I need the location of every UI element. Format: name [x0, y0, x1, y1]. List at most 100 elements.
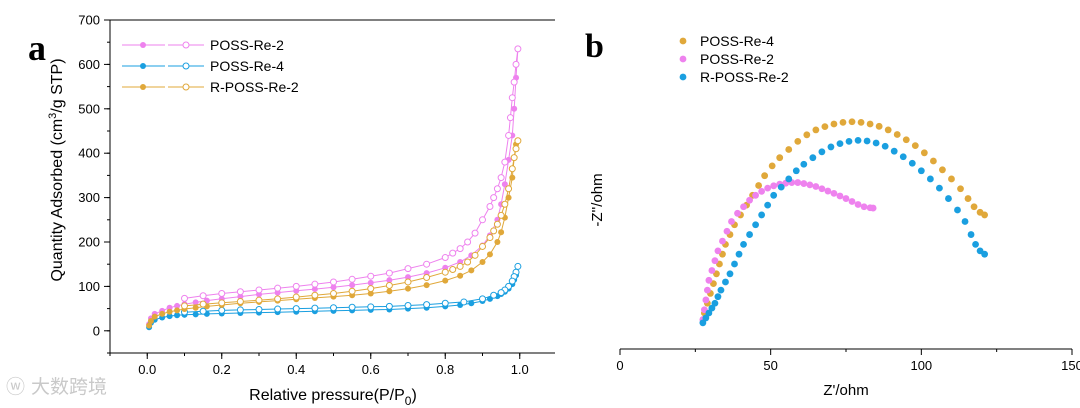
- series-0-point: [812, 126, 820, 134]
- y-tick-label: 100: [78, 279, 100, 294]
- legend-label: POSS-Re-2: [210, 37, 284, 53]
- series-2-point: [926, 175, 934, 183]
- desorption-point: [181, 294, 188, 302]
- desorption-point: [510, 154, 518, 162]
- series-2-point: [845, 137, 853, 145]
- desorption-point: [490, 194, 498, 202]
- adsorption-point: [192, 311, 199, 318]
- adsorption-point: [442, 277, 449, 284]
- desorption-point: [199, 292, 207, 300]
- series-2-point: [752, 221, 759, 229]
- series-0-point: [839, 118, 847, 126]
- desorption-point: [497, 289, 505, 297]
- series-0-point: [821, 123, 829, 131]
- x-tick-label: 0.6: [362, 362, 380, 377]
- legend-label: R-POSS-Re-2: [210, 79, 299, 95]
- desorption-point: [508, 94, 516, 102]
- adsorption-point: [174, 302, 181, 309]
- series-2-point: [936, 184, 943, 192]
- desorption-point: [479, 216, 486, 224]
- desorption-point: [441, 254, 449, 262]
- desorption-point: [512, 60, 520, 68]
- legend-marker-open: [182, 83, 190, 91]
- desorption-point: [441, 268, 449, 276]
- adsorption-point: [494, 239, 501, 245]
- series-0-point: [830, 120, 838, 128]
- adsorption-point: [349, 282, 356, 289]
- x-tick-label: 150: [1061, 358, 1080, 373]
- desorption-point: [456, 262, 464, 270]
- series-1-point: [702, 296, 710, 304]
- series-2-point: [917, 167, 925, 175]
- series-0-point: [948, 175, 955, 183]
- legend-label: POSS-Re-4: [700, 33, 774, 49]
- series-0-point: [920, 149, 928, 157]
- desorption-point: [348, 303, 356, 311]
- adsorption-point: [174, 307, 181, 314]
- y-axis-label-b: -Z''/ohm: [589, 173, 606, 226]
- desorption-point: [490, 227, 498, 235]
- series-0-point: [911, 142, 919, 150]
- series-1-point: [800, 180, 808, 187]
- desorption-point: [514, 137, 522, 145]
- series-1-point: [812, 183, 820, 190]
- series-2-point: [908, 159, 916, 167]
- series-2-point: [981, 250, 989, 258]
- legend-marker-open: [182, 41, 190, 49]
- desorption-point: [330, 290, 337, 298]
- legend-marker-filled: [140, 63, 146, 69]
- series-0-point: [929, 157, 937, 165]
- series-2-point: [836, 140, 844, 148]
- adsorption-point: [405, 274, 411, 281]
- series-1-point: [740, 203, 747, 211]
- adsorption-point: [386, 277, 393, 284]
- desorption-point: [218, 290, 226, 298]
- series-0-point: [768, 162, 776, 170]
- desorption-point: [510, 78, 518, 86]
- nyquist-chart: b 0 50 100 150 POSS-Re-4 POSS-Re-2 R-POSS-Re-…: [585, 28, 1080, 399]
- x-tick-label: 100: [910, 358, 932, 373]
- series-1-point: [752, 191, 759, 199]
- x-axis-label-b: Z'/ohm: [823, 382, 868, 399]
- series-0-point: [939, 166, 946, 174]
- series-2-point: [854, 136, 862, 144]
- series-1-point: [705, 276, 713, 284]
- series-1-point: [719, 237, 726, 245]
- series-2-point: [764, 201, 772, 209]
- series-1-point: [860, 203, 868, 211]
- desorption-point: [199, 307, 207, 315]
- desorption-point: [385, 269, 393, 277]
- desorption-point: [274, 284, 282, 292]
- series-0-point: [964, 195, 972, 202]
- isotherm-chart: a 0.0 0.2 0.4 0.6 0.8 1.0 0 100 200 300 400 500 600 7…: [28, 13, 555, 408]
- desorption-point: [348, 275, 356, 283]
- series-2-point: [711, 299, 719, 307]
- series-1-point: [842, 195, 850, 202]
- desorption-point: [385, 282, 393, 290]
- desorption-point: [423, 260, 431, 268]
- desorption-point: [512, 145, 520, 153]
- series-1-point: [830, 189, 838, 197]
- series-2-point: [954, 206, 961, 214]
- series-2-point: [746, 231, 753, 238]
- panel-label-a: a: [28, 28, 46, 68]
- adsorption-point: [468, 267, 475, 274]
- desorption-point: [199, 300, 207, 308]
- x-tick-label: 0.2: [213, 362, 231, 377]
- y-tick-label: 500: [78, 101, 100, 116]
- series-2-point: [705, 309, 713, 317]
- legend-marker: [679, 73, 687, 81]
- series-1-point: [746, 196, 753, 204]
- series-1-point: [703, 286, 711, 294]
- adsorption-point: [479, 258, 486, 265]
- desorption-point: [367, 303, 375, 311]
- desorption-point: [236, 306, 244, 314]
- series-2-point: [702, 314, 710, 322]
- series-0-point: [848, 118, 856, 126]
- series-2-adsorption-line: [148, 140, 519, 326]
- desorption-point: [274, 295, 282, 303]
- desorption-point: [471, 251, 479, 259]
- desorption-point: [218, 299, 226, 307]
- series-0-point: [785, 146, 793, 153]
- series-1-point: [734, 209, 741, 217]
